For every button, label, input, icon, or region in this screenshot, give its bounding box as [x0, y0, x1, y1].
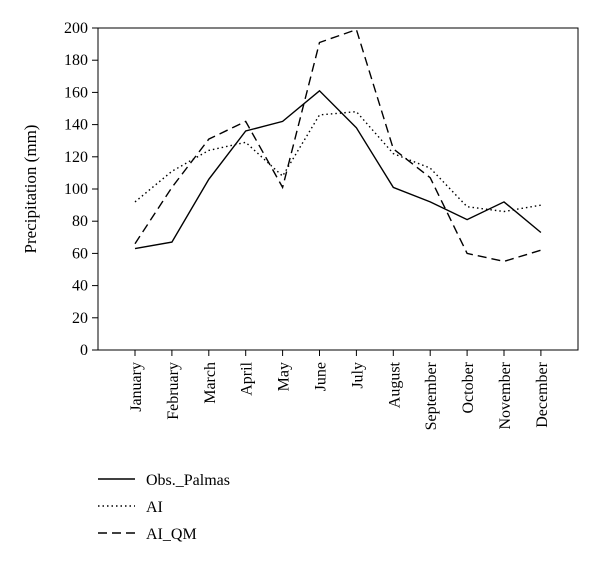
y-tick-label: 40 [72, 278, 88, 295]
y-axis-title: Precipitation (mm) [21, 125, 40, 254]
y-tick-label: 100 [64, 181, 88, 198]
y-tick-label: 160 [64, 84, 88, 101]
series-line-obs-palmas [134, 89, 542, 250]
series-line-ai-qm [134, 28, 542, 263]
x-tick-label-february: February [165, 362, 182, 420]
y-tick-label: 80 [72, 213, 88, 230]
legend: Obs._Palmas AI AI_QM [98, 472, 230, 543]
y-tick-label: 140 [64, 117, 88, 134]
series-layer [134, 28, 542, 263]
x-tick-label-october: October [460, 361, 477, 413]
y-tick-label: 20 [72, 310, 88, 327]
x-tick-label-september: September [423, 361, 440, 430]
x-tick-label-may: May [276, 362, 293, 391]
x-tick-label-april: April [239, 361, 256, 395]
x-tick-label-january: January [128, 362, 145, 412]
plot-frame [97, 27, 579, 351]
legend-label: AI [146, 499, 163, 516]
series-line-ai [134, 110, 542, 213]
x-tick-label-june: June [313, 362, 330, 391]
x-tick-label-december: December [534, 361, 551, 427]
x-tick-label-march: March [202, 362, 219, 404]
x-tick-label-august: August [386, 361, 403, 408]
y-tick-label: 60 [72, 245, 88, 262]
legend-label: Obs._Palmas [146, 472, 230, 489]
x-tick-label-november: November [497, 361, 514, 429]
x-tick-label-july: July [349, 362, 366, 389]
legend-label: AI_QM [146, 526, 197, 543]
y-tick-label: 0 [80, 342, 88, 359]
y-tick-label: 200 [64, 20, 88, 37]
x-axis-ticks: January February March April May June July Augu… [128, 350, 551, 430]
y-axis-ticks: 0 20 40 60 80 100 120 140 160 180 200 [64, 20, 98, 359]
y-tick-label: 120 [64, 149, 88, 166]
y-tick-label: 180 [64, 52, 88, 69]
